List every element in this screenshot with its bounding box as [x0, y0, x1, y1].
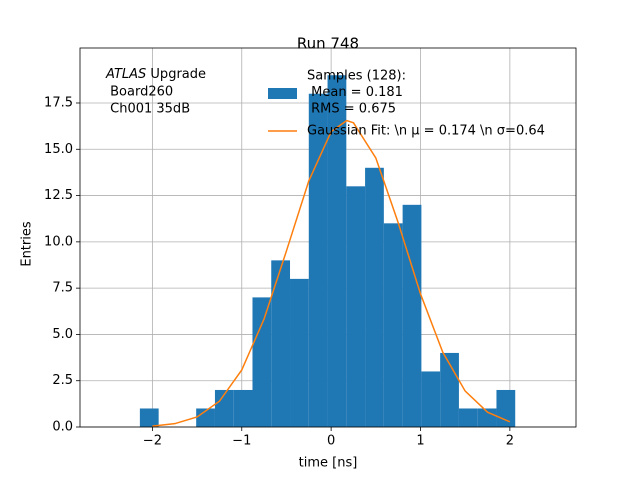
marks — [139, 75, 516, 428]
annotation-text: Upgrade — [150, 67, 206, 82]
legend-label: Samples (128): — [307, 69, 406, 84]
plot-frame — [79, 47, 577, 428]
bar — [402, 204, 422, 427]
fit-line — [152, 119, 511, 427]
legend-label: Mean = 0.181 — [307, 85, 403, 100]
x-tick-label: −1 — [232, 434, 251, 449]
bar — [233, 389, 253, 427]
y-tick-label: 12.5 — [44, 188, 73, 203]
bar — [252, 297, 272, 427]
y-tick-label: 0.0 — [52, 420, 73, 435]
y-axis-label: Entries — [20, 221, 35, 267]
annotation-italic: ATLAS — [105, 67, 146, 82]
annotation: ATLAS Upgrade — [105, 67, 206, 82]
bar — [365, 167, 384, 428]
bar — [346, 186, 366, 427]
bar — [214, 389, 234, 427]
bar — [271, 260, 291, 427]
y-tick-label: 15.0 — [44, 142, 73, 157]
bar — [383, 223, 403, 427]
x-tick-label: 0 — [327, 434, 335, 449]
bar — [308, 93, 328, 427]
bar — [496, 389, 516, 427]
x-tick-label: 1 — [416, 434, 424, 449]
y-tick-label: 5.0 — [52, 327, 73, 342]
y-tick-label: 7.5 — [52, 281, 73, 296]
y-tick-label: 2.5 — [52, 373, 73, 388]
bar — [477, 408, 497, 427]
annotation: Ch001 35dB — [106, 102, 190, 117]
chart-title: Run 748 — [297, 35, 359, 53]
x-axis-label: time [ns] — [299, 456, 358, 471]
bar — [327, 75, 347, 427]
bar — [139, 408, 159, 427]
legend-label: Gaussian Fit: \n μ = 0.174 \n σ=0.64 — [307, 124, 545, 139]
y-tick-label: 10.0 — [44, 234, 73, 249]
x-tick-label: −2 — [143, 434, 162, 449]
annotation: Board260 — [106, 85, 173, 100]
x-tick-label: 2 — [506, 434, 514, 449]
bar — [196, 408, 215, 427]
bar — [458, 408, 478, 427]
bar — [290, 278, 309, 427]
legend-label: RMS = 0.675 — [307, 102, 396, 117]
bar — [421, 371, 441, 427]
y-tick-label: 17.5 — [44, 95, 73, 110]
legend-swatch — [268, 88, 297, 99]
